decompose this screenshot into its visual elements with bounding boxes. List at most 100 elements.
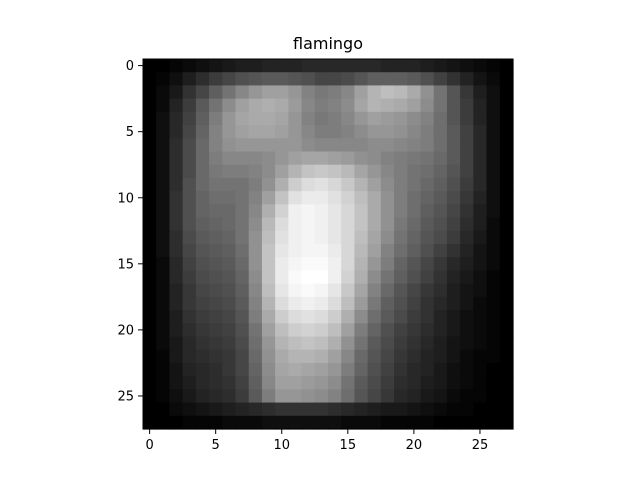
- heatmap-cell: [328, 138, 342, 153]
- heatmap-cell: [460, 151, 474, 166]
- heatmap-cell: [420, 389, 435, 404]
- heatmap-cell: [261, 98, 276, 113]
- heatmap-cell: [354, 125, 369, 139]
- heatmap-cell: [275, 270, 289, 285]
- heatmap-cell: [433, 177, 448, 192]
- heatmap-cell: [248, 230, 263, 245]
- heatmap-cell: [433, 230, 448, 245]
- heatmap-cell: [473, 415, 488, 430]
- heatmap-cell: [301, 85, 316, 100]
- heatmap-cell: [195, 98, 210, 113]
- heatmap-cell: [367, 257, 382, 272]
- heatmap-cell: [354, 151, 369, 166]
- heatmap-cell: [209, 283, 223, 298]
- heatmap-cell: [235, 415, 250, 430]
- heatmap-cell: [143, 283, 157, 298]
- heatmap-cell: [248, 72, 263, 87]
- heatmap-cell: [261, 362, 276, 377]
- heatmap-cell: [169, 230, 184, 245]
- heatmap-cell: [460, 217, 474, 232]
- heatmap-cell: [367, 296, 382, 311]
- heatmap-cell: [209, 257, 223, 272]
- y-tick-label: 25: [117, 389, 134, 404]
- heatmap-cell: [328, 415, 342, 430]
- heatmap-cell: [460, 177, 474, 192]
- heatmap-cell: [486, 59, 501, 73]
- heatmap-cell: [261, 164, 276, 179]
- heatmap-cell: [473, 323, 488, 338]
- heatmap-cell: [235, 257, 250, 272]
- heatmap-cell: [460, 244, 474, 258]
- heatmap-cell: [420, 204, 435, 219]
- heatmap-cell: [301, 125, 316, 139]
- heatmap-cell: [433, 151, 448, 166]
- heatmap-cell: [261, 85, 276, 100]
- heatmap-cell: [433, 349, 448, 364]
- heatmap-cell: [486, 362, 501, 377]
- heatmap-cell: [288, 177, 303, 192]
- heatmap-cell: [182, 85, 197, 100]
- heatmap-cell: [248, 125, 263, 139]
- heatmap-cell: [209, 244, 223, 258]
- heatmap-cell: [486, 376, 501, 390]
- heatmap-cell: [156, 98, 171, 113]
- heatmap-cell: [275, 244, 289, 258]
- heatmap-cell: [169, 415, 184, 430]
- heatmap-cell: [460, 85, 474, 100]
- heatmap-cell: [195, 164, 210, 179]
- heatmap-cell: [314, 111, 329, 126]
- heatmap-cell: [301, 389, 316, 404]
- heatmap-cell: [222, 111, 237, 126]
- heatmap-cell: [301, 257, 316, 272]
- heatmap-cell: [354, 138, 369, 153]
- heatmap-cell: [156, 72, 171, 87]
- heatmap-cell: [407, 59, 422, 73]
- heatmap-cell: [341, 389, 356, 404]
- heatmap-cell: [446, 389, 461, 404]
- heatmap-cell: [367, 270, 382, 285]
- heatmap-cell: [275, 402, 289, 417]
- heatmap-cell: [499, 296, 514, 311]
- heatmap-cell: [473, 376, 488, 390]
- heatmap-cell: [367, 389, 382, 404]
- heatmap-cell: [460, 376, 474, 390]
- heatmap-cell: [301, 244, 316, 258]
- heatmap-cell: [407, 177, 422, 192]
- heatmap-cell: [407, 310, 422, 324]
- heatmap-cell: [248, 402, 263, 417]
- heatmap-cell: [341, 376, 356, 390]
- heatmap-cell: [341, 59, 356, 73]
- x-axis: 0 5 10 15 20 25: [145, 429, 488, 453]
- heatmap-cell: [182, 151, 197, 166]
- heatmap-cell: [222, 217, 237, 232]
- heatmap-cell: [446, 362, 461, 377]
- heatmap-cell: [420, 72, 435, 87]
- heatmap-cell: [235, 191, 250, 205]
- heatmap-cell: [169, 323, 184, 338]
- heatmap-cell: [407, 125, 422, 139]
- heatmap-cell: [394, 257, 408, 272]
- heatmap-cell: [446, 85, 461, 100]
- heatmap-cell: [156, 151, 171, 166]
- heatmap-cell: [499, 217, 514, 232]
- heatmap-cell: [248, 283, 263, 298]
- heatmap-cell: [420, 59, 435, 73]
- heatmap-cell: [394, 217, 408, 232]
- heatmap-cell: [341, 138, 356, 153]
- heatmap-cell: [328, 125, 342, 139]
- heatmap-cell: [314, 191, 329, 205]
- heatmap-cell: [182, 349, 197, 364]
- heatmap-cell: [341, 310, 356, 324]
- heatmap-cell: [235, 310, 250, 324]
- heatmap-cell: [367, 72, 382, 87]
- heatmap-cell: [169, 336, 184, 351]
- heatmap-cell: [288, 204, 303, 219]
- heatmap-cell: [261, 191, 276, 205]
- heatmap-cell: [380, 244, 395, 258]
- heatmap-cell: [195, 389, 210, 404]
- heatmap-cell: [301, 204, 316, 219]
- heatmap-cell: [288, 98, 303, 113]
- heatmap-cell: [261, 59, 276, 73]
- heatmap-cell: [222, 125, 237, 139]
- heatmap-cell: [486, 164, 501, 179]
